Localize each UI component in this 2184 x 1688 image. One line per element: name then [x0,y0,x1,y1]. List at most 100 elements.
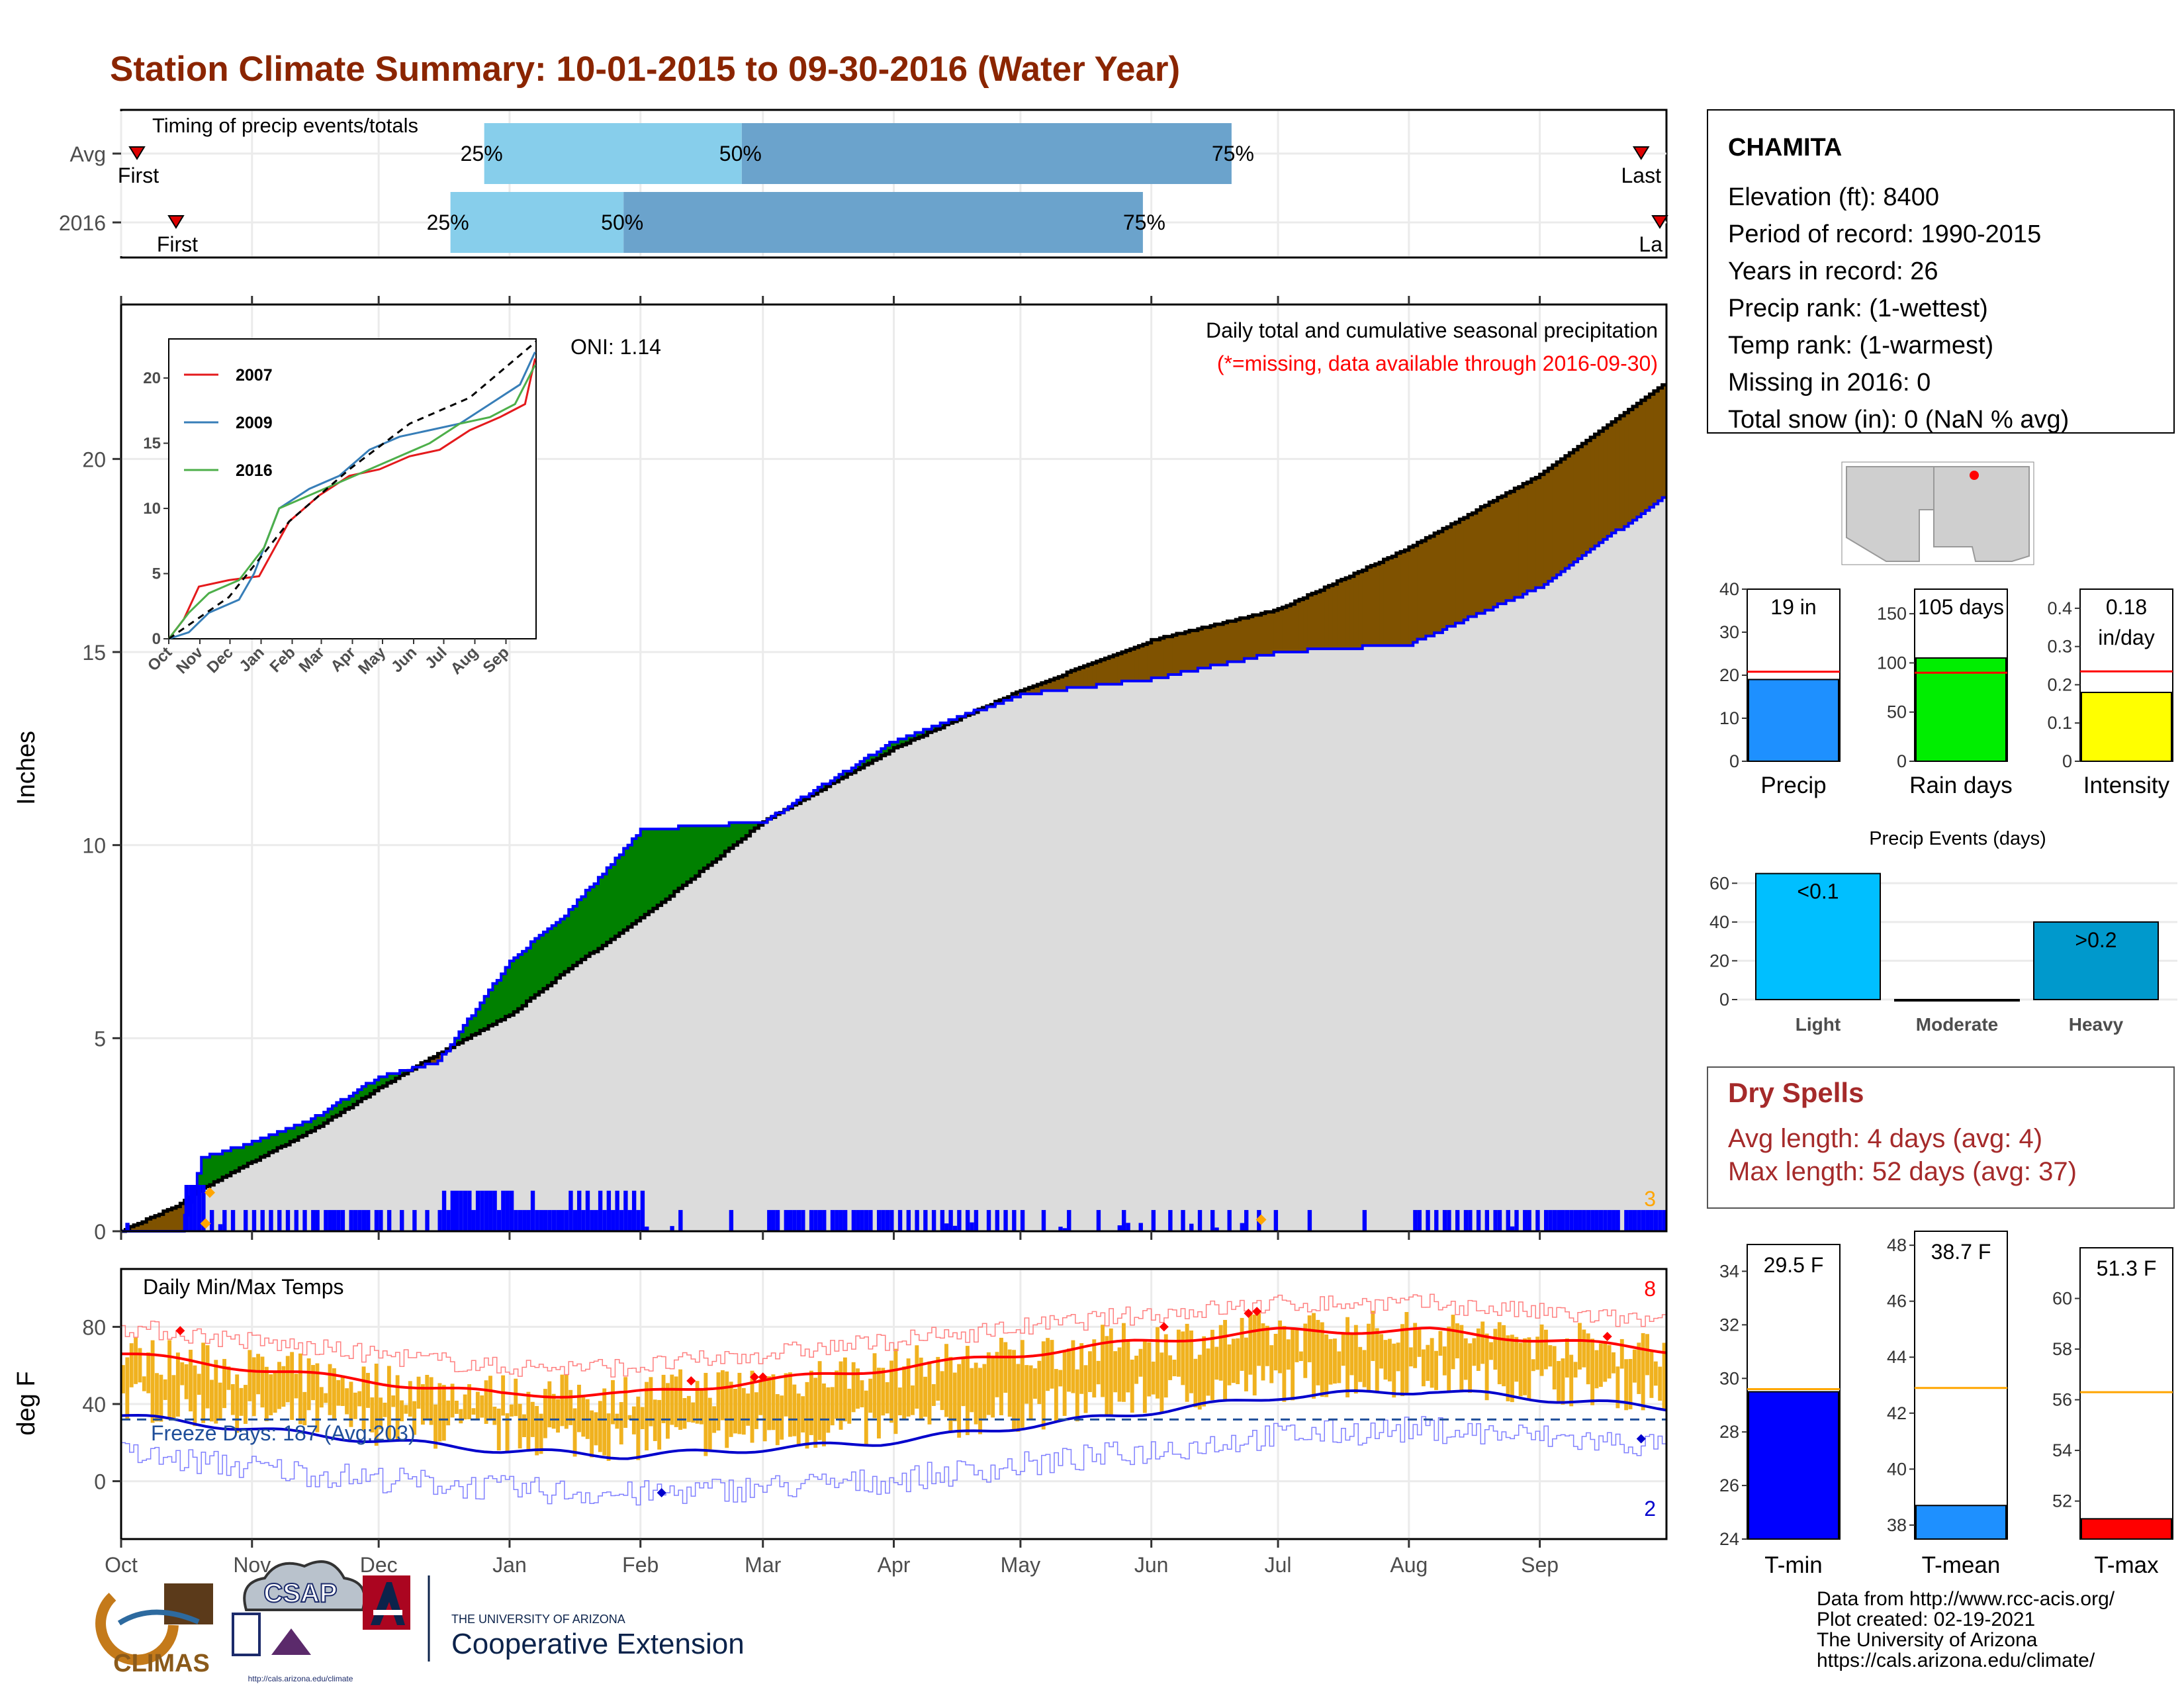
daily-temp-bar [1109,1328,1113,1416]
daily-temp-bar [298,1353,302,1425]
daily-temp-bar [1438,1331,1443,1356]
daily-temp-bar [1210,1329,1214,1401]
below-average-fill [1662,385,1667,498]
below-average-fill [1607,425,1612,536]
daily-temp-bar [729,1382,733,1437]
daily-precip-bar [125,1223,130,1231]
above-average-fill [746,822,751,836]
daily-temp-bar [1058,1370,1063,1387]
daily-precip-bar [1569,1209,1574,1231]
inset-ytick-label: 0 [152,630,161,648]
daily-temp-bar [927,1361,932,1425]
above-average-fill [306,1121,312,1133]
above-average-fill [395,1073,400,1078]
below-average-fill [1092,663,1097,688]
record-high-marker [749,1372,759,1382]
below-average-fill [1367,567,1372,646]
above-average-fill [328,1109,333,1120]
below-average-fill [1379,562,1385,646]
daily-temp-bar [1248,1313,1253,1375]
summary-ytick-label: 20 [1719,665,1739,685]
temp-summary-ytick-label: 28 [1719,1422,1739,1442]
below-average-fill [150,1217,156,1231]
daily-temp-bar [691,1402,696,1423]
timing-bar-25-50 [484,123,742,184]
summary-category-label: Precip [1760,773,1826,798]
above-average-fill [716,825,721,859]
daily-temp-bar [543,1389,547,1438]
daily-temp-bar [501,1375,506,1416]
daily-temp-bar [1252,1314,1257,1396]
daily-temp-bar [201,1342,206,1423]
freeze-days: Freeze Days: 187 (Avg:203) [151,1421,416,1445]
daily-temp-bar [302,1391,307,1426]
daily-temp-bar [222,1358,226,1409]
daily-precip-bar [1548,1209,1553,1231]
daily-temp-bar [957,1364,962,1438]
daily-temp-bar [931,1383,936,1406]
below-average-fill [1619,416,1625,530]
above-average-fill [509,961,514,1015]
daily-precip-bar [480,1190,484,1231]
daily-temp-bar [636,1396,641,1460]
daily-temp-bar [1227,1344,1232,1385]
daily-precip-bar [817,1209,823,1231]
daily-temp-bar [1506,1335,1510,1401]
daily-temp-bar [572,1408,577,1457]
above-average-fill [923,729,929,735]
above-average-fill [695,825,700,876]
below-average-fill [1033,686,1038,694]
above-average-fill [518,954,523,1009]
daily-temp-bar [1033,1368,1037,1399]
csap-logo-url: http://cals.arizona.edu/climate [248,1674,353,1683]
above-average-fill [653,829,658,909]
daily-temp-bar [121,1365,125,1393]
daily-temp-bar [746,1393,751,1426]
above-average-fill [357,1090,363,1102]
daily-precip-bar [332,1209,337,1231]
daily-temp-bar [1269,1345,1274,1383]
daily-temp-bar [569,1389,573,1425]
above-average-fill [564,915,569,972]
daily-precip-bar [509,1190,514,1231]
daily-temp-bar [1122,1323,1126,1402]
daily-temp-bar [1316,1319,1320,1385]
below-average-fill [1480,506,1486,614]
summary-ytick-label: 0.2 [2047,675,2072,694]
precip-ytick-label: 10 [82,834,106,858]
above-average-fill [911,735,915,740]
record-max-line [121,1293,1666,1378]
month-label: May [1001,1553,1040,1577]
below-average-fill [1316,592,1321,649]
above-average-fill [209,1154,214,1185]
daily-temp-bar [1586,1333,1590,1385]
above-average-fill [577,900,582,962]
above-average-fill [290,1128,295,1142]
daily-precip-bar [1594,1209,1599,1231]
above-average-fill [700,825,705,872]
daily-precip-bar [560,1209,565,1231]
daily-temp-bar [1218,1325,1223,1381]
above-average-fill [864,758,869,765]
daily-precip-bar [839,1209,843,1231]
below-average-fill [1557,462,1562,575]
daily-temp-bar [1172,1359,1177,1377]
daily-precip-bar [1468,1209,1473,1231]
daily-precip-bar [1041,1209,1046,1231]
daily-precip-bar [1578,1209,1582,1231]
daily-precip-bar [1151,1209,1156,1231]
temp-summary-ytick-label: 26 [1719,1476,1739,1495]
below-average-fill [1214,624,1220,665]
daily-precip-bar [1122,1209,1126,1231]
daily-temp-bar [230,1383,235,1415]
daily-temp-bar [758,1379,763,1415]
daily-temp-bar [906,1358,911,1417]
daily-precip-bar [564,1209,569,1231]
daily-precip-bar [1510,1226,1515,1231]
daily-temp-bar [1067,1348,1071,1392]
below-average-fill [1518,487,1524,598]
daily-temp-bar [285,1356,290,1403]
daily-precip-bar [627,1209,632,1231]
daily-precip-bar [842,1209,848,1231]
above-average-fill [860,761,865,768]
